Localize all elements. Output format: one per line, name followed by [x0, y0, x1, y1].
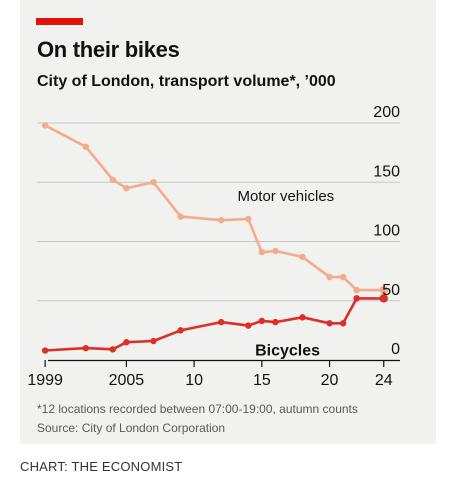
data-point	[150, 179, 157, 186]
y-tick-label: 0	[391, 341, 400, 358]
data-point	[272, 318, 279, 326]
data-point	[177, 327, 184, 334]
y-tick-label: 150	[373, 163, 400, 180]
data-point	[326, 273, 333, 281]
data-point	[339, 273, 347, 281]
red-brand-tag	[36, 18, 83, 25]
x-tick-label: 20	[321, 372, 339, 389]
data-point	[82, 143, 89, 150]
chart-card	[20, 0, 436, 444]
data-point	[272, 247, 279, 255]
data-point	[41, 122, 49, 129]
series-line	[45, 297, 384, 352]
data-point	[245, 322, 252, 329]
chart-title: On their bikes	[37, 37, 180, 62]
data-point	[299, 253, 306, 261]
data-point	[339, 320, 347, 327]
data-point	[109, 176, 117, 184]
data-point	[379, 294, 388, 303]
x-tick-label: 10	[185, 372, 203, 389]
data-point	[353, 286, 360, 294]
axis-layer	[44, 359, 400, 367]
line-chart: 0 50 100 150 200 1999 2005 10 15 20 24 Motor vehicl…	[27, 104, 400, 389]
data-point	[353, 295, 360, 302]
x-tick-label: 15	[253, 372, 271, 389]
data-point	[109, 346, 117, 353]
label-layer: 0 50 100 150 200 1999 2005 10 15 20 24 Motor vehicl…	[27, 104, 400, 389]
data-point	[123, 339, 130, 346]
y-tick-label: 100	[373, 223, 400, 240]
data-point	[299, 314, 306, 321]
data-point	[258, 248, 266, 256]
source-note: Source: City of London Corporation	[37, 421, 226, 435]
series-label-motor-vehicles: Motor vehicles	[237, 188, 334, 205]
data-point	[218, 216, 225, 224]
data-point	[150, 337, 157, 345]
data-point	[218, 318, 225, 326]
data-point	[177, 213, 184, 220]
x-tick-label: 24	[375, 372, 393, 389]
data-point	[258, 317, 266, 325]
data-point	[82, 344, 89, 352]
data-point	[245, 215, 252, 223]
data-point	[123, 184, 130, 192]
data-point	[379, 285, 388, 295]
chart-subtitle: City of London, transport volume*, ’000	[37, 73, 336, 90]
x-tick-label: 2005	[109, 372, 145, 389]
series-line	[44, 124, 384, 292]
footnote: *12 locations recorded between 07:00-19:…	[37, 402, 358, 416]
data-point	[41, 347, 49, 354]
chart-credit: CHART: THE ECONOMIST	[20, 459, 183, 474]
grid-layer	[37, 122, 400, 302]
data-point	[326, 320, 333, 327]
series-label-bicycles: Bicycles	[255, 342, 320, 359]
x-tick-label: 1999	[27, 372, 63, 389]
series-layer	[41, 122, 388, 354]
y-tick-label: 50	[382, 282, 400, 299]
y-tick-label: 200	[373, 104, 400, 121]
